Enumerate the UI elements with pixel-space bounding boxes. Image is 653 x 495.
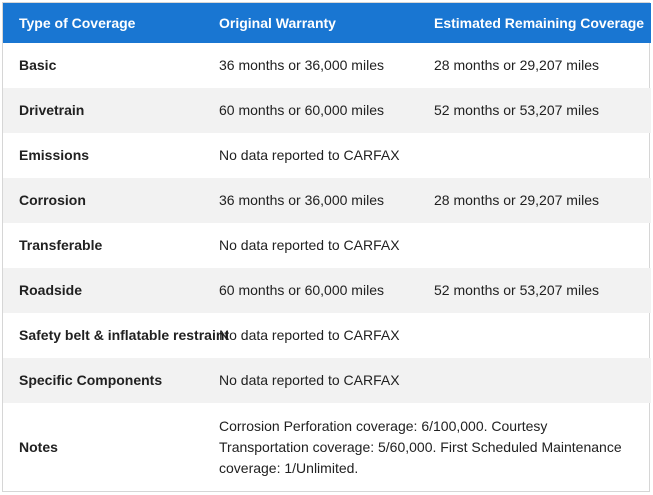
coverage-type-cell: Safety belt & inflatable restraint bbox=[19, 327, 230, 343]
table-row: Safety belt & inflatable restraint No da… bbox=[3, 313, 651, 358]
remaining-coverage-cell: 52 months or 53,207 miles bbox=[418, 268, 651, 313]
original-warranty-cell: 60 months or 60,000 miles bbox=[203, 268, 418, 313]
table-row: Drivetrain 60 months or 60,000 miles 52 … bbox=[3, 88, 651, 133]
original-warranty-cell: No data reported to CARFAX bbox=[219, 237, 400, 253]
header-estimated-remaining-coverage: Estimated Remaining Coverage bbox=[418, 3, 651, 43]
coverage-type-cell: Roadside bbox=[3, 268, 203, 313]
remaining-coverage-cell bbox=[418, 358, 651, 403]
header-type-of-coverage: Type of Coverage bbox=[3, 3, 203, 43]
coverage-type-cell: Drivetrain bbox=[3, 88, 203, 133]
notes-label: Notes bbox=[19, 438, 58, 455]
table-row: Basic 36 months or 36,000 miles 28 month… bbox=[3, 43, 651, 88]
remaining-coverage-cell bbox=[418, 223, 651, 268]
remaining-coverage-cell: 28 months or 29,207 miles bbox=[418, 178, 651, 223]
coverage-type-cell: Corrosion bbox=[3, 178, 203, 223]
table-row: Corrosion 36 months or 36,000 miles 28 m… bbox=[3, 178, 651, 223]
table-row: Emissions No data reported to CARFAX bbox=[3, 133, 651, 178]
coverage-table: Type of Coverage Original Warranty Estim… bbox=[3, 3, 651, 491]
original-warranty-cell: 60 months or 60,000 miles bbox=[203, 88, 418, 133]
original-warranty-cell: 36 months or 36,000 miles bbox=[203, 178, 418, 223]
header-original-warranty: Original Warranty bbox=[203, 3, 418, 43]
original-warranty-cell: No data reported to CARFAX bbox=[219, 147, 400, 163]
remaining-coverage-cell: 52 months or 53,207 miles bbox=[418, 88, 651, 133]
coverage-type-cell: Specific Components bbox=[3, 358, 203, 403]
table-body: Basic 36 months or 36,000 miles 28 month… bbox=[3, 43, 651, 491]
table-row: Specific Components No data reported to … bbox=[3, 358, 651, 403]
coverage-type-cell: Basic bbox=[19, 57, 57, 73]
notes-row: Notes Corrosion Perforation coverage: 6/… bbox=[3, 403, 651, 491]
coverage-type-cell: Emissions bbox=[19, 147, 90, 163]
table-row: Roadside 60 months or 60,000 miles 52 mo… bbox=[3, 268, 651, 313]
remaining-coverage-cell bbox=[418, 313, 651, 358]
remaining-coverage-cell: 28 months or 29,207 miles bbox=[434, 57, 599, 73]
original-warranty-cell: No data reported to CARFAX bbox=[219, 327, 400, 343]
table-header: Type of Coverage Original Warranty Estim… bbox=[3, 3, 651, 43]
remaining-coverage-cell bbox=[418, 133, 651, 178]
original-warranty-cell: 36 months or 36,000 miles bbox=[219, 57, 384, 73]
coverage-type-cell: Transferable bbox=[19, 237, 103, 253]
header-row: Type of Coverage Original Warranty Estim… bbox=[3, 3, 651, 43]
table-row: Transferable No data reported to CARFAX bbox=[3, 223, 651, 268]
notes-text: Corrosion Perforation coverage: 6/100,00… bbox=[219, 417, 622, 476]
original-warranty-cell: No data reported to CARFAX bbox=[203, 358, 418, 403]
